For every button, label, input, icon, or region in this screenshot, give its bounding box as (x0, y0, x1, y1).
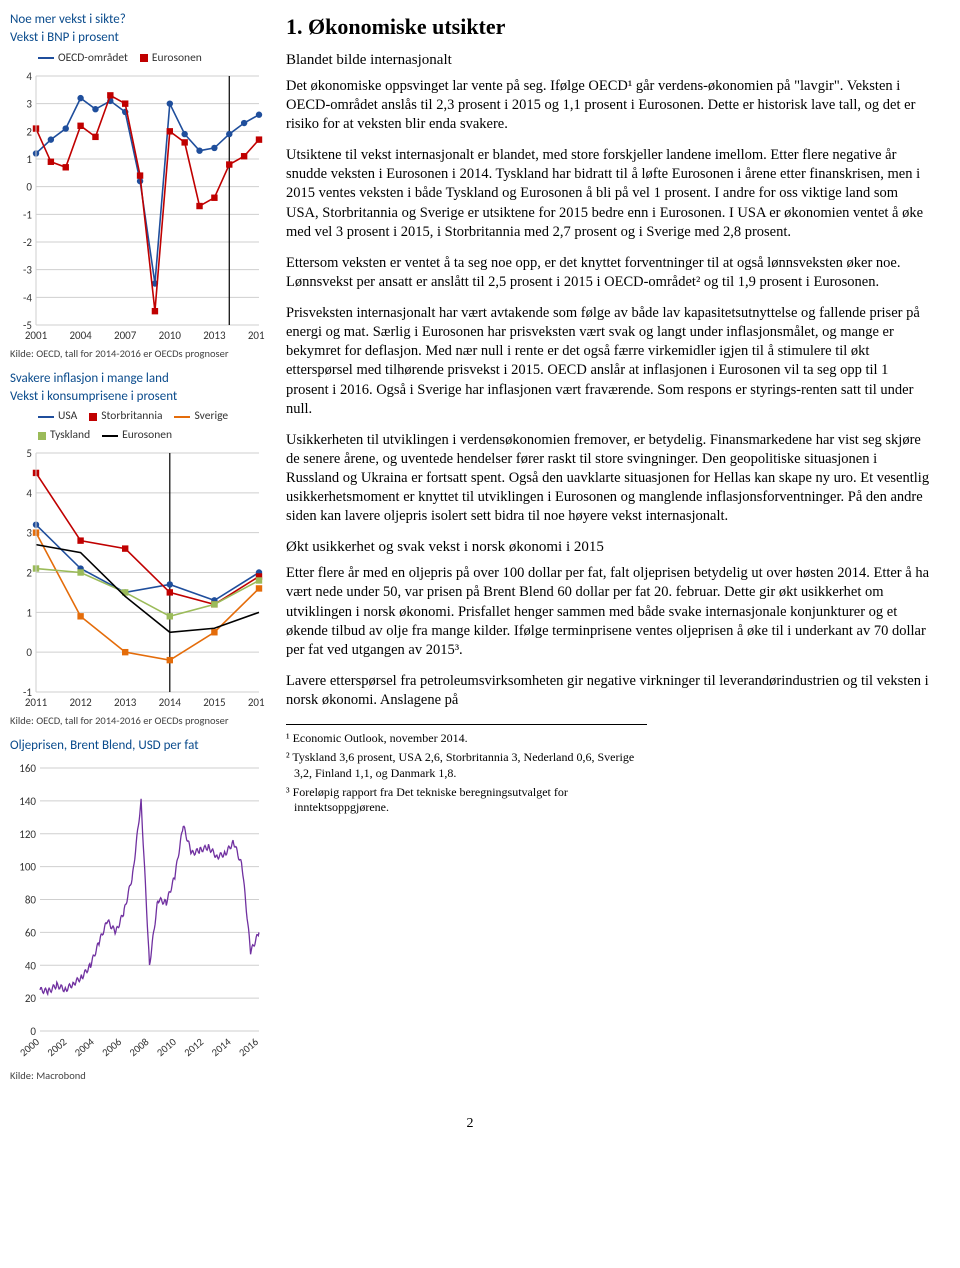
svg-text:0: 0 (26, 647, 32, 660)
legend-oecd: OECD-området (38, 51, 128, 66)
para-6: Etter flere år med en oljepris på over 1… (286, 564, 930, 660)
svg-text:5: 5 (26, 447, 32, 460)
svg-text:160: 160 (19, 762, 36, 775)
svg-text:2015: 2015 (203, 696, 225, 709)
footnote-3: ³ Foreløpig rapport fra Det tekniske ber… (286, 785, 647, 817)
subhead-norway: Økt usikkerhet og svak vekst i norsk øko… (286, 538, 930, 558)
chart2-source: Kilde: OECD, tall for 2014-2016 er OECDs… (10, 714, 270, 728)
chart2-title: Svakere inflasjon i mange land (10, 371, 270, 387)
legend-germany: Tyskland (38, 428, 90, 443)
svg-text:2012: 2012 (182, 1036, 207, 1060)
svg-text:3: 3 (26, 527, 32, 540)
para-7: Lavere etterspørsel fra petroleumsvirkso… (286, 672, 930, 710)
svg-text:2: 2 (26, 567, 32, 580)
svg-text:40: 40 (25, 960, 37, 973)
svg-text:2004: 2004 (72, 1035, 97, 1059)
chart3-title: Oljeprisen, Brent Blend, USD per fat (10, 738, 270, 754)
footnotes: ¹ Economic Outlook, november 2014. ² Tys… (286, 724, 647, 816)
svg-text:2010: 2010 (159, 329, 182, 342)
svg-text:4: 4 (26, 70, 32, 83)
svg-text:2002: 2002 (45, 1036, 70, 1060)
svg-text:3: 3 (26, 97, 32, 110)
chart1-legend: OECD-området Eurosonen (10, 51, 270, 66)
legend-sweden: Sverige (174, 409, 228, 424)
svg-text:-4: -4 (23, 291, 32, 304)
svg-text:140: 140 (19, 795, 36, 808)
footnote-2: ² Tyskland 3,6 prosent, USA 2,6, Storbri… (286, 750, 647, 782)
legend-usa: USA (38, 409, 77, 424)
legend-uk: Storbritannia (89, 409, 162, 424)
svg-text:0: 0 (26, 180, 32, 193)
legend-eurozone-label: Eurosonen (152, 51, 202, 66)
section-heading: 1. Økonomiske utsikter (286, 12, 930, 41)
chart1-svg: -5-4-3-2-101234200120042007201020132016 (10, 70, 265, 345)
svg-text:2016: 2016 (248, 696, 265, 709)
svg-text:2014: 2014 (159, 696, 182, 709)
svg-text:2013: 2013 (203, 329, 226, 342)
svg-text:4: 4 (26, 487, 32, 500)
svg-text:60: 60 (25, 927, 37, 940)
svg-text:20: 20 (25, 993, 37, 1006)
svg-text:2008: 2008 (127, 1036, 152, 1060)
subhead-international: Blandet bilde internasjonalt (286, 51, 930, 71)
para-4: Prisveksten internasjonalt har vært avta… (286, 304, 930, 419)
chart2-legend: USA Storbritannia Sverige Tyskland Euros… (10, 409, 270, 443)
chart1-title: Noe mer vekst i sikte? (10, 12, 270, 28)
svg-text:2: 2 (26, 125, 32, 138)
chart2-subtitle: Vekst i konsumprisene i prosent (10, 389, 270, 405)
svg-text:2004: 2004 (69, 329, 92, 342)
svg-text:1: 1 (26, 607, 32, 620)
sidebar: Noe mer vekst i sikte? Vekst i BNP i pro… (10, 12, 270, 1093)
svg-text:2006: 2006 (99, 1036, 124, 1060)
svg-text:2016: 2016 (236, 1036, 261, 1060)
svg-text:-1: -1 (23, 208, 32, 221)
legend-oecd-label: OECD-området (58, 51, 128, 66)
chart3-source: Kilde: Macrobond (10, 1069, 270, 1083)
chart-gdp-growth: Noe mer vekst i sikte? Vekst i BNP i pro… (10, 12, 270, 361)
svg-text:2001: 2001 (25, 329, 48, 342)
svg-text:2014: 2014 (209, 1035, 234, 1059)
chart1-source: Kilde: OECD, tall for 2014-2016 er OECDs… (10, 347, 270, 361)
footnote-1: ¹ Economic Outlook, november 2014. (286, 731, 647, 747)
chart-inflation: Svakere inflasjon i mange land Vekst i k… (10, 371, 270, 729)
legend-eurozone: Eurosonen (140, 51, 202, 66)
para-1: Det økonomiske oppsvinget lar vente på s… (286, 77, 930, 134)
swatch-eurozone (140, 54, 148, 62)
svg-text:2013: 2013 (114, 696, 137, 709)
svg-text:-2: -2 (23, 236, 32, 249)
svg-text:2007: 2007 (114, 329, 137, 342)
chart3-svg: 0204060801001201401602000200220042006200… (10, 762, 265, 1067)
legend-eurozone2: Eurosonen (102, 428, 172, 443)
page-number: 2 (10, 1115, 930, 1133)
svg-text:2016: 2016 (248, 329, 265, 342)
svg-text:2012: 2012 (69, 696, 92, 709)
para-5: Usikkerheten til utviklingen i verdensøk… (286, 431, 930, 527)
svg-text:1: 1 (26, 153, 32, 166)
svg-text:2000: 2000 (17, 1035, 42, 1059)
svg-text:120: 120 (19, 828, 36, 841)
para-2: Utsiktene til vekst internasjonalt er bl… (286, 146, 930, 242)
swatch-oecd (38, 57, 54, 59)
chart2-svg: -1012345201120122013201420152016 (10, 447, 265, 712)
chart-oilprice: Oljeprisen, Brent Blend, USD per fat 020… (10, 738, 270, 1083)
svg-text:-3: -3 (23, 263, 32, 276)
main-content: 1. Økonomiske utsikter Blandet bilde int… (286, 12, 930, 1093)
svg-text:80: 80 (25, 894, 37, 907)
svg-text:100: 100 (19, 861, 36, 874)
svg-text:2011: 2011 (25, 696, 48, 709)
para-3: Ettersom veksten er ventet å ta seg noe … (286, 254, 930, 292)
chart1-subtitle: Vekst i BNP i prosent (10, 30, 270, 46)
svg-text:2010: 2010 (154, 1035, 179, 1059)
